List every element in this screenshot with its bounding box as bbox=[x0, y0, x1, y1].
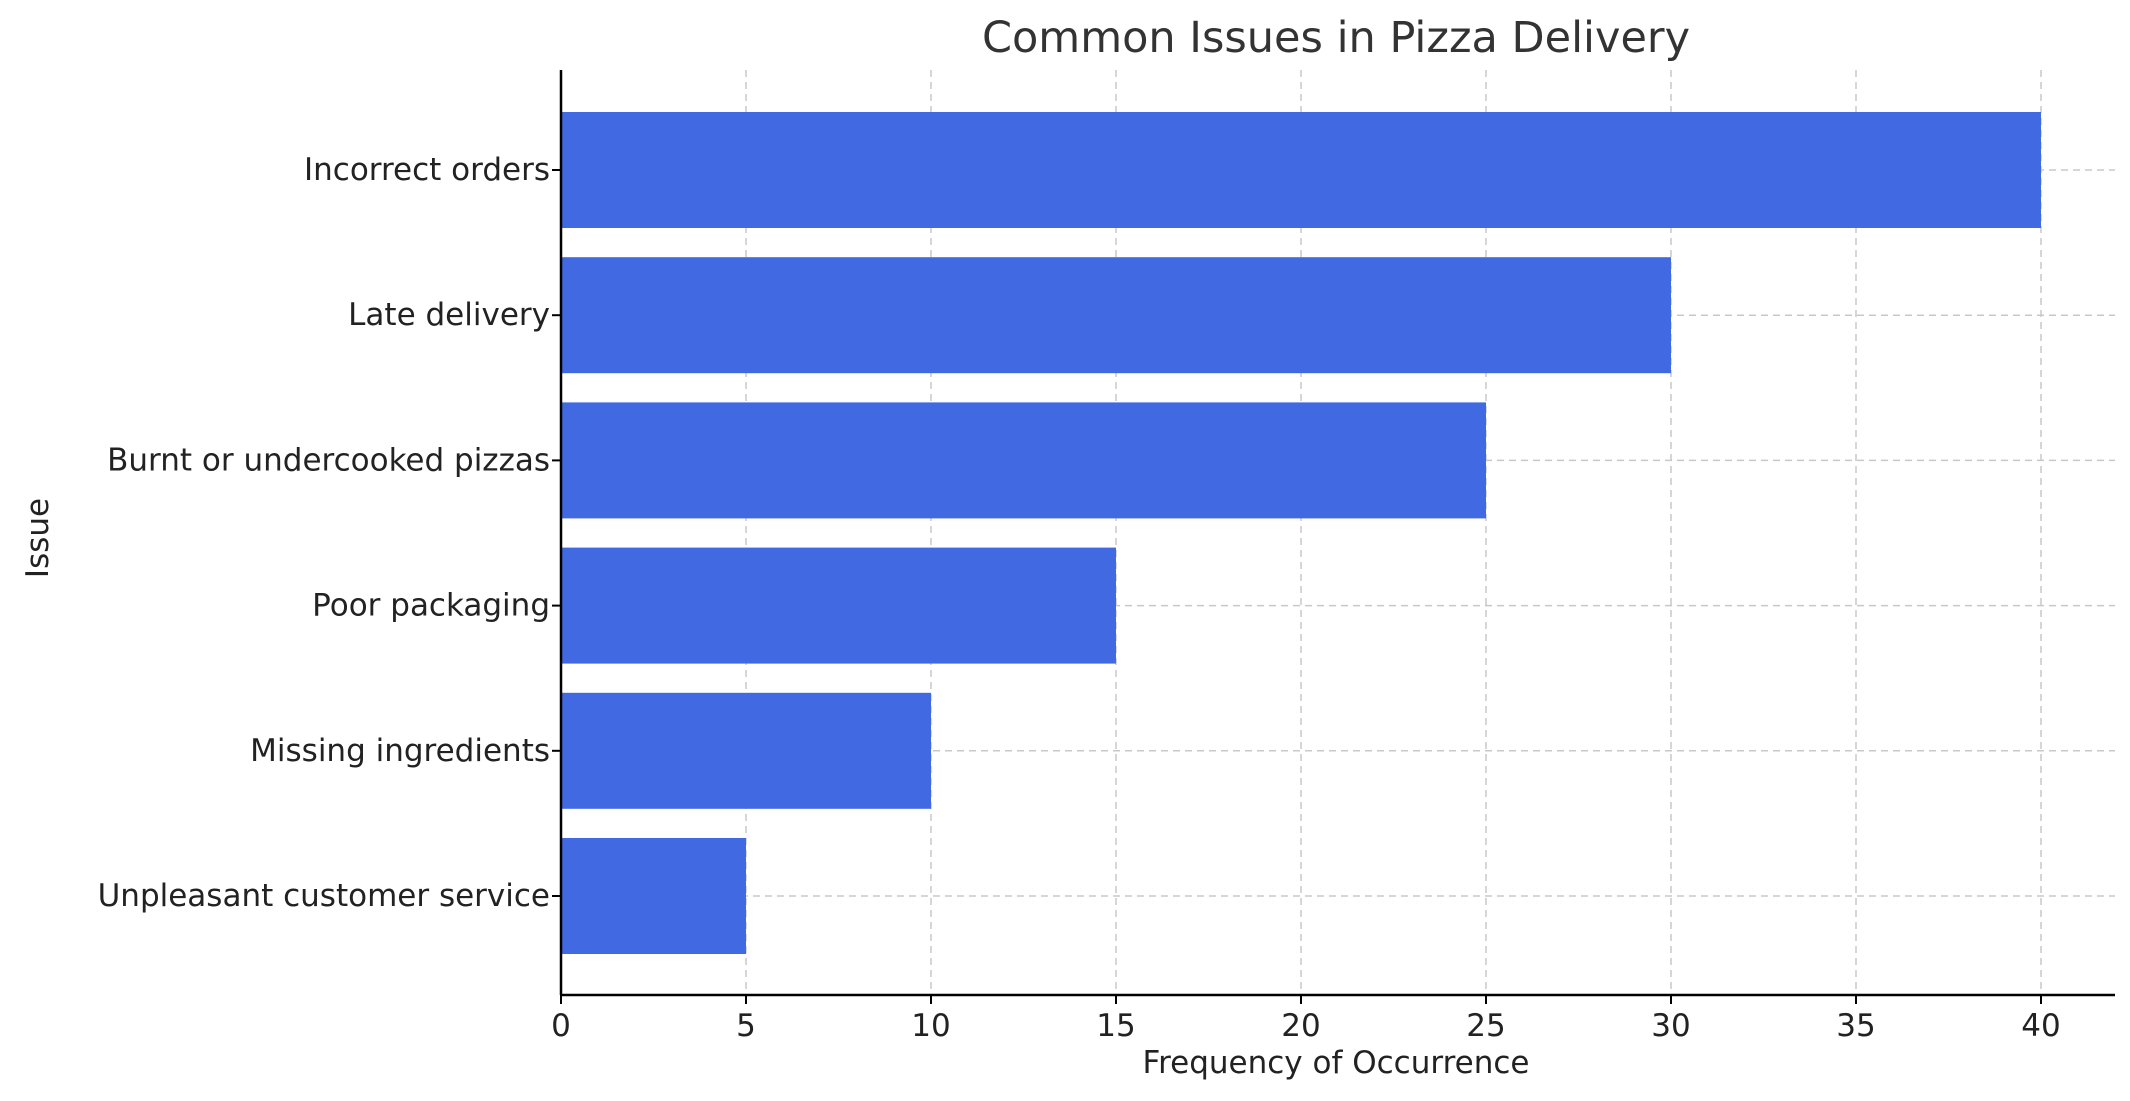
y-tick-label-2: Burnt or undercooked pizzas bbox=[107, 442, 550, 478]
x-tick-label-1: 5 bbox=[736, 1008, 756, 1044]
x-tick-labels: 0 5 10 15 20 25 30 35 40 bbox=[551, 995, 2061, 1044]
bar-0 bbox=[561, 112, 2041, 228]
y-tick-label-0: Incorrect orders bbox=[304, 152, 550, 188]
chart-title: Common Issues in Pizza Delivery bbox=[982, 13, 1690, 63]
x-tick-label-3: 15 bbox=[1096, 1008, 1135, 1044]
x-tick-label-4: 20 bbox=[1281, 1008, 1320, 1044]
bar-4 bbox=[561, 692, 931, 809]
bar-3 bbox=[561, 547, 1116, 664]
x-tick-label-8: 40 bbox=[2021, 1008, 2060, 1044]
y-tick-label-3: Poor packaging bbox=[312, 588, 550, 624]
bars bbox=[561, 112, 2041, 954]
y-tick-label-4: Missing ingredients bbox=[250, 733, 550, 769]
y-axis-title: Issue bbox=[20, 498, 56, 578]
bar-1 bbox=[561, 257, 1671, 374]
y-tick-label-5: Unpleasant customer service bbox=[98, 878, 550, 914]
y-tick-labels: Incorrect orders Late delivery Burnt or un… bbox=[98, 152, 561, 914]
x-tick-label-0: 0 bbox=[551, 1008, 571, 1044]
x-tick-label-5: 25 bbox=[1466, 1008, 1505, 1044]
bar-5 bbox=[561, 838, 746, 954]
bar-2 bbox=[561, 402, 1486, 519]
x-tick-label-7: 35 bbox=[1836, 1008, 1875, 1044]
x-axis-title: Frequency of Occurrence bbox=[1143, 1045, 1530, 1081]
y-tick-label-1: Late delivery bbox=[348, 297, 550, 333]
x-tick-label-2: 10 bbox=[911, 1008, 950, 1044]
x-tick-label-6: 30 bbox=[1651, 1008, 1690, 1044]
